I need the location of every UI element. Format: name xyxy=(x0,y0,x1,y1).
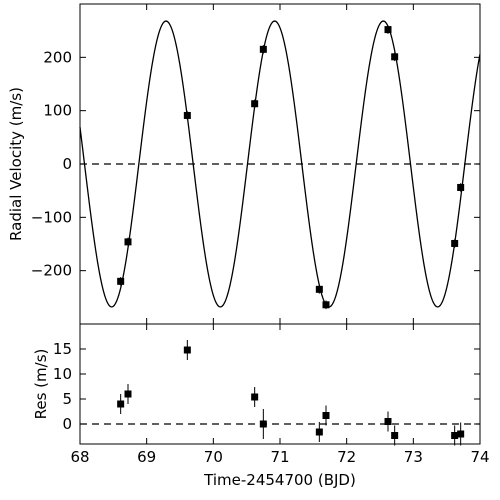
rv-data-point xyxy=(315,285,323,293)
rv-y-tick-label: −200 xyxy=(31,262,72,280)
rv-y-axis: −200 −100 0 100 200 xyxy=(31,48,480,280)
residual-plot-frame xyxy=(79,323,481,445)
residual-y-axis: 0 5 10 15 xyxy=(53,340,480,433)
x-tick-label: 70 xyxy=(204,448,223,466)
x-tick-label: 69 xyxy=(137,448,156,466)
rv-data-point xyxy=(391,53,399,61)
residual-data-point xyxy=(457,430,465,438)
residual-y-tick-label: 5 xyxy=(62,390,72,408)
residual-data-point xyxy=(124,390,132,398)
rv-data-point xyxy=(384,26,392,34)
x-tick-label: 73 xyxy=(404,448,423,466)
rv-model-curve xyxy=(79,20,481,308)
residual-data-point xyxy=(322,412,330,419)
x-tick-label: 72 xyxy=(337,448,356,466)
residual-data-point xyxy=(251,393,259,401)
residual-data-points xyxy=(117,340,465,446)
x-axis-label: Time-2454700 (BJD) xyxy=(203,471,356,489)
residual-data-point xyxy=(451,432,459,439)
rv-y-tick-label: −100 xyxy=(31,208,72,226)
residual-data-point xyxy=(384,418,392,425)
x-tick-label: 68 xyxy=(70,448,89,466)
residual-data-point xyxy=(391,432,399,439)
residual-y-tick-label: 0 xyxy=(62,415,72,433)
rv-y-tick-label: 200 xyxy=(43,48,72,66)
residual-x-axis: 68 69 70 71 72 73 74 xyxy=(70,324,490,466)
rv-x-ticks xyxy=(79,4,481,324)
rv-data-point xyxy=(117,277,125,285)
residual-y-tick-label: 10 xyxy=(53,365,72,383)
x-tick-label: 74 xyxy=(470,448,489,466)
residual-data-point xyxy=(315,428,323,436)
rv-data-points xyxy=(117,25,465,310)
rv-data-point xyxy=(183,111,191,119)
residual-data-point xyxy=(117,400,125,408)
rv-data-point xyxy=(124,238,132,246)
rv-panel: −200 −100 0 100 200 Radial Velocity (m/s) xyxy=(7,3,481,325)
rv-data-point xyxy=(457,183,465,191)
rv-y-tick-label: 0 xyxy=(62,155,72,173)
residual-y-tick-label: 15 xyxy=(53,340,72,358)
rv-data-point xyxy=(259,45,267,53)
residual-data-point xyxy=(183,346,191,354)
rv-data-point xyxy=(251,100,259,108)
rv-y-tick-label: 100 xyxy=(43,102,72,120)
residual-data-point xyxy=(259,420,267,428)
residual-panel: 0 5 10 15 68 69 70 71 72 73 74 Res (m/s) Time-245… xyxy=(32,323,490,489)
rv-data-point xyxy=(451,239,459,247)
residual-y-axis-label: Res (m/s) xyxy=(32,349,50,420)
rv-y-axis-label: Radial Velocity (m/s) xyxy=(7,87,25,241)
rv-data-point xyxy=(322,301,330,309)
x-tick-label: 71 xyxy=(270,448,289,466)
